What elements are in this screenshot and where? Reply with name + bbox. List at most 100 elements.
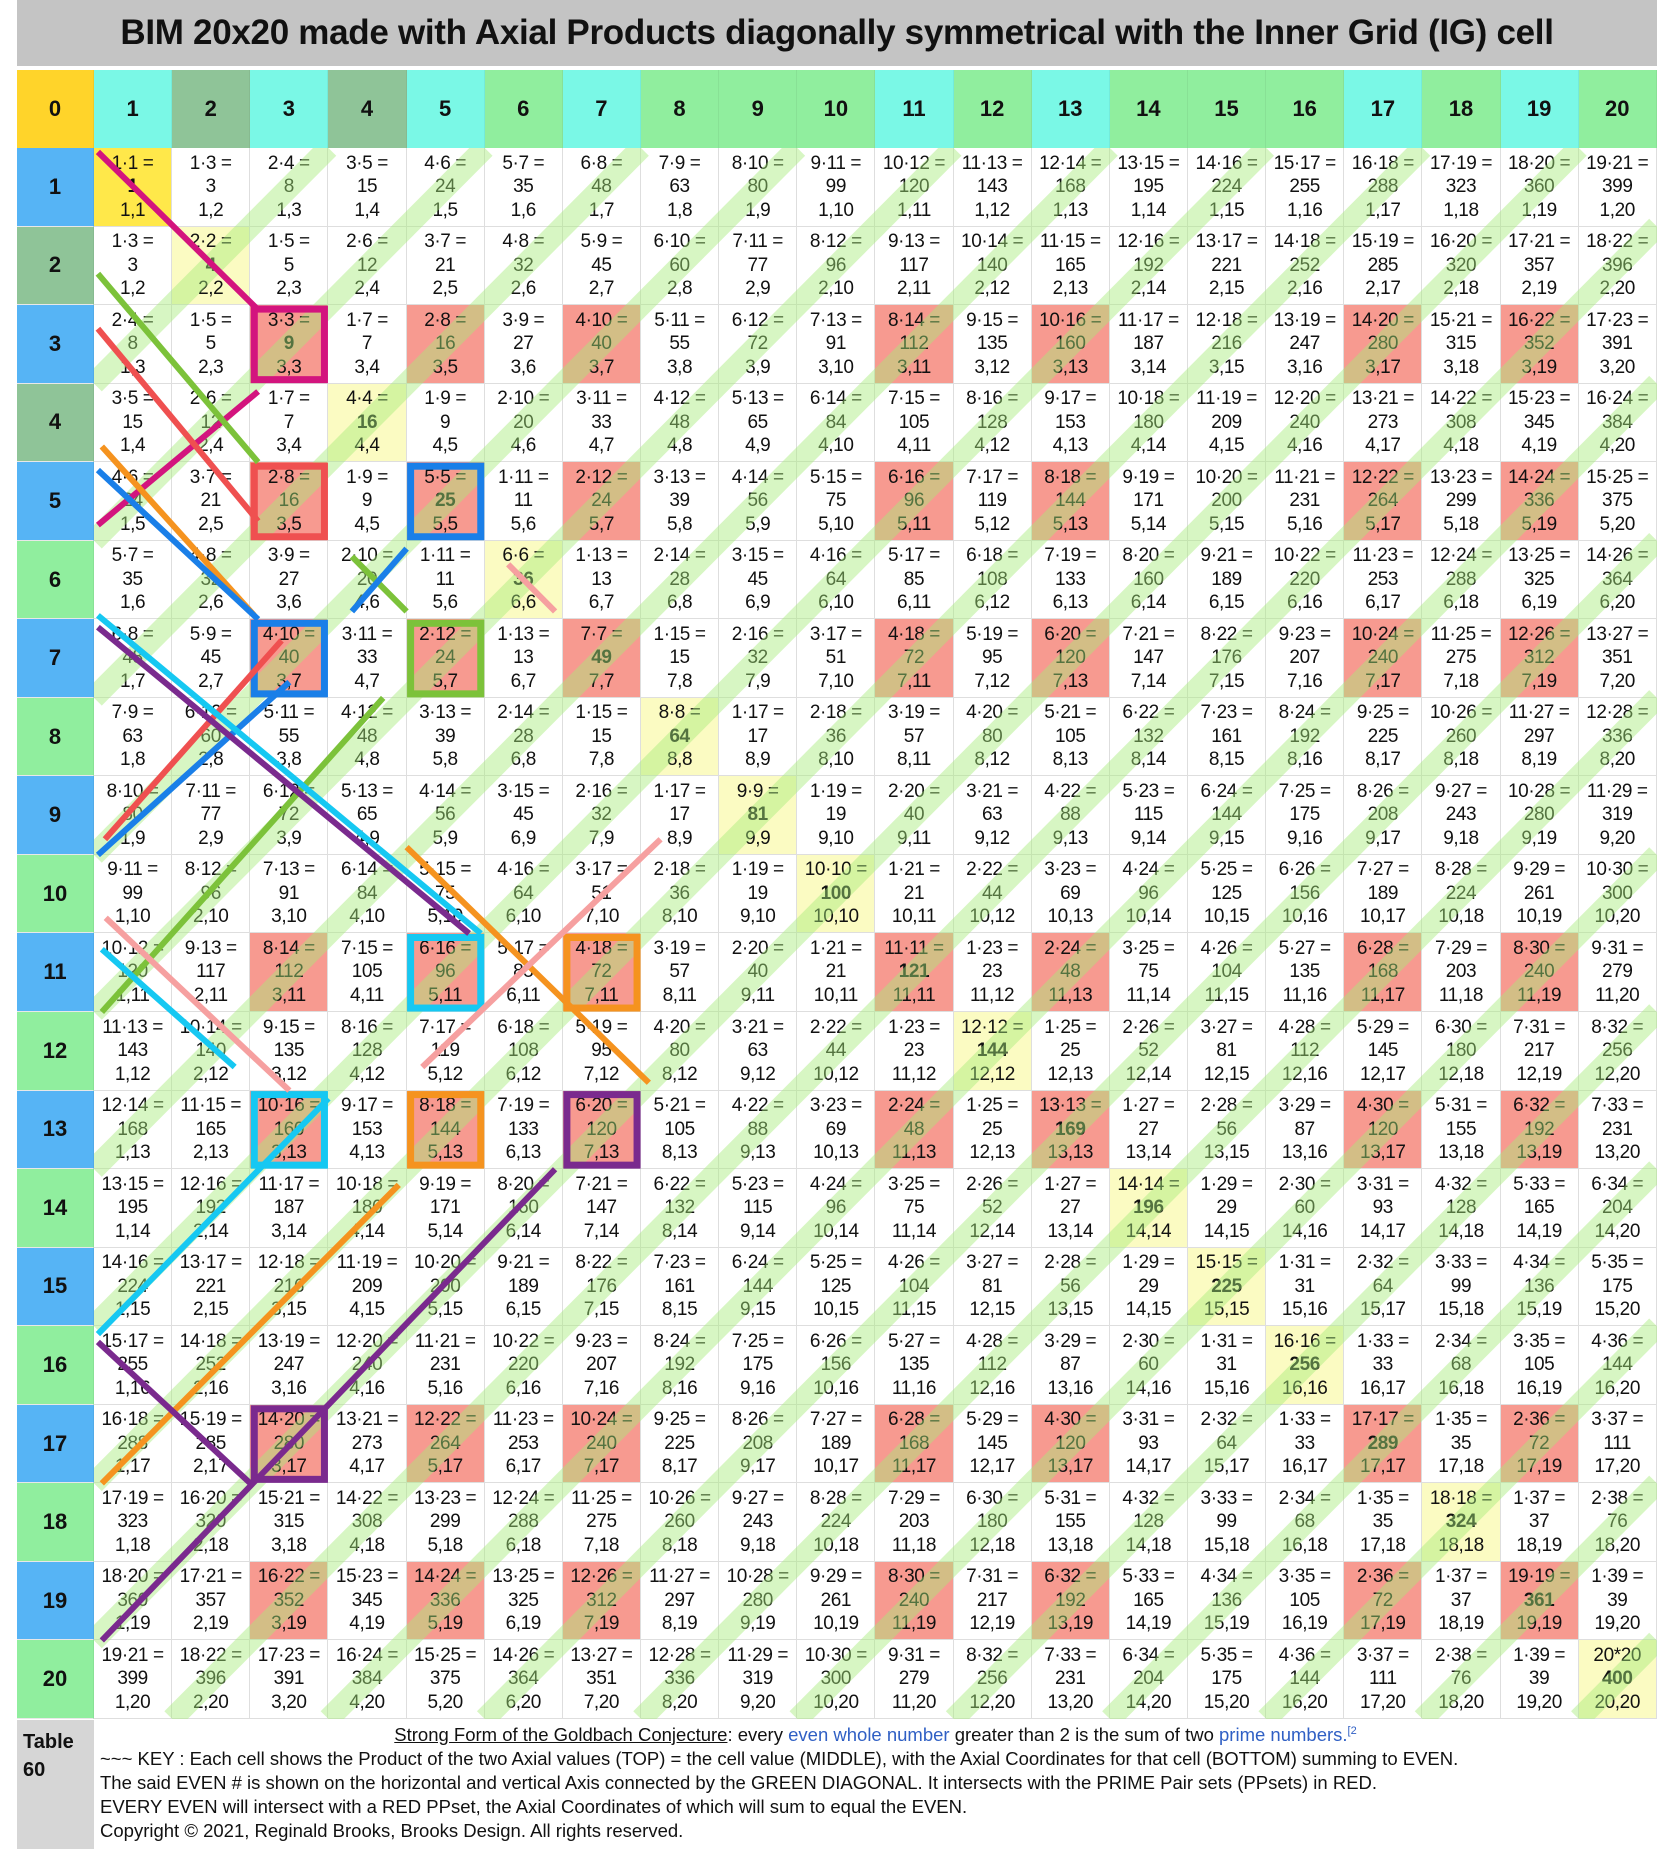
axial-coordinates: 4,8 [666, 435, 693, 457]
grid-cell: 1·33 = 33 16,17 [1344, 1326, 1423, 1405]
axial-coordinates: 1,13 [114, 1142, 151, 1164]
product-expression: 11·19 = [336, 1252, 398, 1274]
product-expression: 3·13 = [419, 702, 472, 724]
axial-coordinates: 10,18 [1438, 906, 1484, 928]
grid-cell: 2·34 = 68 16,18 [1422, 1326, 1501, 1405]
axial-coordinates: 2,18 [1443, 278, 1479, 300]
grid-cell: 10·12 = 120 1,11 [94, 933, 173, 1013]
axial-coordinates: 10,15 [1203, 906, 1250, 928]
product-expression: 15·21 = [257, 1487, 321, 1509]
grid-cell: 13·21 = 273 4,17 [1344, 383, 1423, 463]
grid-cell: 9·11 = 99 1,10 [797, 148, 876, 227]
grid-cell: 12·18 = 216 3,15 [250, 1247, 329, 1327]
product-expression: 13·23 = [1429, 466, 1493, 488]
product-expression: 7·25 = [731, 1330, 784, 1352]
product-expression: 2·14 = [497, 702, 550, 724]
product-expression: 5·17 = [497, 937, 550, 959]
grid-cell: 2·14 = 28 6,8 [640, 540, 720, 620]
grid-cell: 14·26 = 364 6,20 [484, 1640, 563, 1719]
grid-cell: 2·8 = 16 3,5 [406, 305, 485, 384]
reference-link[interactable]: [2 [1347, 1724, 1357, 1737]
cell-value: 75 [825, 490, 847, 512]
cell-value: 80 [122, 804, 143, 826]
grid-cell: 16·20 = 320 2,18 [1422, 226, 1501, 306]
product-expression: 3·21 = [731, 1016, 784, 1038]
grid-cell: 15·17 = 255 1,16 [94, 1326, 173, 1405]
cell-value: 115 [1133, 804, 1163, 826]
column-header-3: 3 [250, 70, 329, 148]
cell-value: 72 [903, 647, 925, 669]
product-expression: 3·31 = [1122, 1409, 1175, 1431]
axial-coordinates: 2,4 [354, 278, 380, 300]
cell-value: 140 [976, 254, 1008, 276]
product-expression: 7·13 = [262, 859, 315, 881]
cell-value: 108 [508, 1040, 539, 1062]
axial-coordinates: 10,12 [813, 1063, 859, 1085]
prime-numbers-link[interactable]: prime numbers. [1219, 1724, 1348, 1745]
cell-value: 200 [429, 1275, 461, 1297]
even-number-link[interactable]: even whole number [788, 1724, 950, 1745]
grid-cell: 5·23 = 115 9,14 [1109, 776, 1188, 855]
grid-cell: 6·14 = 84 4,10 [797, 383, 876, 463]
product-expression: 1·23 = [887, 1016, 940, 1038]
cell-value: 45 [513, 804, 534, 826]
product-expression: 1·27 = [1122, 1095, 1175, 1117]
grid-cell: 6·30 = 180 12,18 [1422, 1012, 1501, 1091]
axial-coordinates: 1,20 [114, 1691, 151, 1713]
axial-coordinates: 1,13 [1052, 199, 1089, 221]
footer: Table 60 Strong Form of the Goldbach Con… [17, 1720, 1657, 1849]
product-expression: 15·23 = [335, 1566, 399, 1588]
product-expression: 10·20 = [414, 1252, 477, 1274]
product-expression: 3·5 = [111, 388, 154, 410]
grid-cell: 7·33 = 231 13,20 [1031, 1640, 1110, 1719]
grid-cell: 7·9 = 63 1,8 [94, 697, 173, 777]
cell-value: 336 [1601, 725, 1633, 747]
cell-value: 360 [117, 1589, 148, 1611]
goldbach-heading: Strong Form of the Goldbach Conjecture: … [100, 1723, 1651, 1747]
grid-cell: 2·26 = 52 12,14 [953, 1169, 1032, 1248]
axial-coordinates: 9,14 [740, 1220, 776, 1242]
cell-value: 224 [820, 1511, 852, 1533]
axial-coordinates: 4,8 [354, 749, 380, 771]
axial-coordinates: 8,13 [1052, 749, 1089, 771]
grid-cell: 4·8 = 32 2,6 [172, 540, 251, 620]
axial-coordinates: 10,19 [1516, 906, 1562, 928]
product-expression: 10·12 = [882, 152, 946, 174]
axial-coordinates: 1,16 [1286, 199, 1323, 221]
axial-coordinates: 15,18 [1438, 1299, 1484, 1321]
cell-value: 285 [195, 1432, 226, 1454]
axial-coordinates: 13,20 [1594, 1142, 1641, 1164]
axial-coordinates: 2,20 [1599, 278, 1636, 300]
grid-cell: 2·14 = 28 6,8 [484, 697, 563, 777]
axial-coordinates: 13,18 [1047, 1534, 1094, 1556]
grid-cell: 3·15 = 45 6,9 [719, 540, 798, 620]
product-expression: 7·21 = [1122, 623, 1175, 645]
product-expression: 14·16 = [1195, 152, 1258, 174]
grid-cell: 1·15 = 15 7,8 [562, 697, 641, 777]
axial-coordinates: 5,16 [1286, 513, 1323, 535]
axial-coordinates: 10,10 [813, 906, 859, 928]
goldbach-link[interactable]: Strong Form of the Goldbach Conjecture [394, 1724, 728, 1745]
cell-value: 220 [508, 1354, 539, 1376]
grid-cell: 5·5 = 25 5,5 [406, 462, 485, 541]
cell-value: 48 [669, 411, 690, 433]
grid-cell: 11·21 = 231 5,16 [406, 1326, 485, 1405]
cell-value: 24 [591, 490, 612, 512]
axial-coordinates: 8,11 [896, 749, 931, 771]
grid-cell: 5·19 = 95 7,12 [562, 1012, 641, 1091]
axial-coordinates: 6,15 [505, 1299, 542, 1321]
cell-value: 171 [429, 1197, 461, 1219]
product-expression: 10·16 = [1039, 309, 1102, 331]
product-expression: 1·21 = [887, 859, 940, 881]
grid-cell: 11·25 = 275 7,18 [1422, 619, 1501, 698]
cell-value: 240 [1367, 647, 1399, 669]
cell-value: 165 [1523, 1197, 1555, 1219]
axial-coordinates: 2,14 [193, 1220, 229, 1242]
grid-cell: 1·17 = 17 8,9 [640, 776, 720, 855]
cell-value: 91 [825, 333, 847, 355]
cell-value: 192 [1289, 725, 1320, 747]
grid-cell: 4·12 = 48 4,8 [640, 383, 720, 463]
cell-value: 39 [1528, 1668, 1550, 1690]
axial-coordinates: 8,15 [661, 1299, 698, 1321]
cell-value: 189 [1211, 568, 1242, 590]
